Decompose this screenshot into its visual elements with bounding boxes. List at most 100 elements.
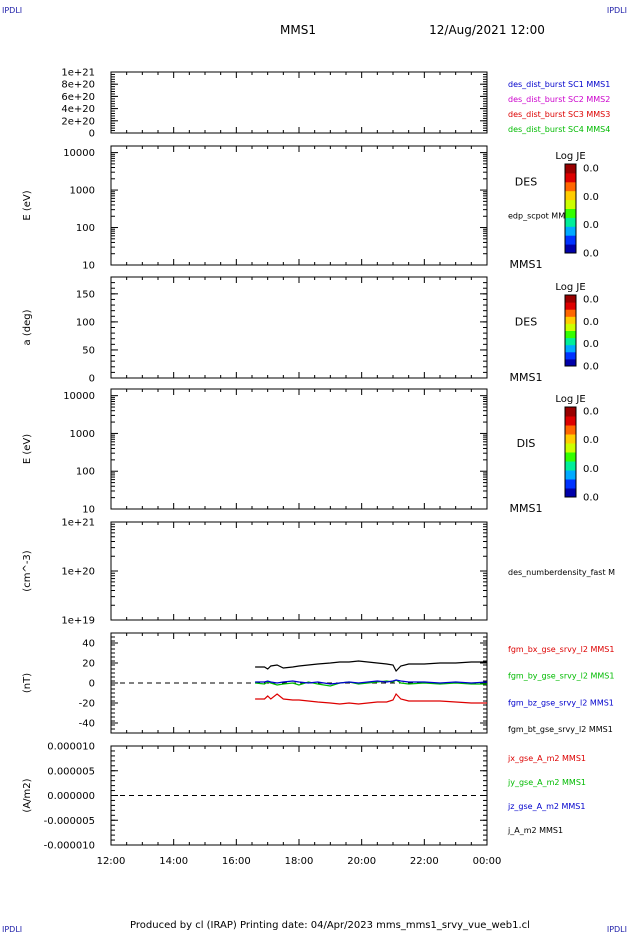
legend-entry: des_dist_burst SC3 MMS3 [508,110,610,119]
legend-entry: des_dist_burst SC1 MMS1 [508,80,610,89]
y-axis-label: (A/m2) [22,778,33,812]
side-label-trace: edp_scpot MMS1 [508,212,575,221]
colorbar: Log JE 0.0 0.0 0.0 0.0 [555,282,599,373]
y-tick-label: 20 [82,659,95,670]
colorbar-tick-label: 0.0 [583,464,599,475]
colorbar-frame [564,406,577,498]
y-tick-label: -20 [79,699,95,710]
colorbar-segment [565,208,576,218]
y-tick-label: -0.000005 [44,816,95,827]
time-tick-label: 00:00 [473,856,502,867]
colorbar-segment [565,199,576,209]
colorbar-segment [565,452,576,462]
series-line [255,679,488,685]
colorbar-segment [565,434,576,444]
y-tick-label: 10000 [63,148,95,159]
colorbar-segment [565,164,576,174]
time-tick-label: 18:00 [285,856,314,867]
y-tick-label: 100 [76,317,95,328]
y-tick-label: 1e+21 [61,68,95,79]
y-tick-label: 10 [82,261,95,272]
legend-entry: fgm_bt_gse_srvy_l2 MMS1 [508,725,613,734]
y-axis-label: a (deg) [22,309,33,345]
colorbar-segment [565,323,576,331]
panel-7: 0.000010 0.000005 0.000000 -0.000005 -0.0000… [22,742,586,852]
panel-frame [110,71,488,134]
panel-frame [110,521,488,621]
time-tick-label: 16:00 [222,856,251,867]
panel-2: 10000 1000 100 10 E (eV) DES edp_scpot MMS1 MMS… [22,145,599,272]
colorbar-tick-label: 0.0 [583,435,599,446]
colorbar-segment [565,425,576,435]
y-tick-label: 0.000010 [47,742,95,753]
y-tick-label: 1000 [70,429,95,440]
colorbar-tick-label: 0.0 [583,317,599,328]
side-label-instrument: DIS [517,437,536,450]
panel-6: 40 20 0 -20 -40 (nT) fgm_bx_gse_srvy_l2 MMS1 fg… [22,632,614,734]
colorbar-segment [565,344,576,353]
panel-5: 1e+21 1e+20 1e+19 (cm^-3) des_numberdensity_… [22,518,615,627]
colorbar-title: Log JE [555,282,585,293]
colorbar-tick-label: 0.0 [583,220,599,231]
corner-tag-bottom-left: IPDLI [2,925,22,934]
colorbar-title: Log JE [555,151,585,162]
colorbar-segment [565,302,576,310]
legend-entry: jz_gse_A_m2 MMS1 [507,802,585,811]
legend-entry: fgm_bz_gse_srvy_l2 MMS1 [508,698,614,707]
y-tick-label: 1e+20 [61,567,95,578]
header-spacecraft: MMS1 [280,23,316,37]
y-tick-label: 0 [89,679,95,690]
legend-entry: fgm_by_gse_srvy_l2 MMS1 [508,672,614,681]
y-tick-label: 4e+20 [61,104,95,115]
y-tick-label: 1000 [70,186,95,197]
y-tick-label: -40 [79,719,95,730]
y-tick-label: 50 [82,345,95,356]
colorbar-tick-label: 0.0 [583,164,599,175]
side-label-instrument: DES [515,316,537,329]
side-label-instrument: DES [515,176,537,189]
y-tick-label: 6e+20 [61,92,95,103]
colorbar-segment [565,316,576,324]
side-label-spacecraft: MMS1 [510,371,543,384]
colorbar-tick-label: 0.0 [583,295,599,306]
legend-entry: jx_gse_A_m2 MMS1 [507,754,586,763]
colorbar-segment [565,309,576,317]
y-tick-label: 40 [82,639,95,650]
panel-4: 10000 1000 100 10 E (eV) DIS MMS1 Log JE 0.0 0.0 0… [22,388,599,516]
colorbar-segment [565,295,576,303]
y-axis-label: (cm^-3) [22,550,33,591]
y-axis-label: (nT) [22,673,33,693]
series-line [255,692,487,705]
colorbar-segment [565,226,576,236]
y-tick-label: 100 [76,223,95,234]
colorbar-tick-label: 0.0 [583,407,599,418]
y-tick-label: 1e+19 [61,616,95,627]
y-tick-label: 10000 [63,391,95,402]
colorbar-segment [565,330,576,339]
colorbar-segment [565,488,576,498]
y-tick-label: 8e+20 [61,80,95,91]
legend-entry: jy_gse_A_m2 MMS1 [507,778,586,787]
colorbar-segment [565,479,576,489]
time-tick-label: 12:00 [97,856,126,867]
y-tick-label: 10 [82,505,95,516]
footer-text: Produced by cl (IRAP) Printing date: 04/… [130,920,530,931]
legend-entry: fgm_bx_gse_srvy_l2 MMS1 [508,645,614,654]
colorbar-tick-label: 0.0 [583,192,599,203]
y-tick-label: 1e+21 [61,518,95,529]
y-tick-label: 2e+20 [61,116,95,127]
side-label-spacecraft: MMS1 [510,258,543,271]
colorbar-segment [565,244,576,254]
y-tick-label: 0 [89,129,95,140]
time-axis: 12:00 14:00 16:00 18:00 20:00 22:00 00:00 [97,856,502,867]
colorbar-frame [564,294,577,367]
colorbar-tick-label: 0.0 [583,362,599,373]
corner-tag-top-right: IPDLI [607,6,627,15]
panel-3: 150 100 50 0 a (deg) DES MMS1 Log JE 0.0 0.0 0.0 0.… [22,276,599,385]
time-tick-label: 20:00 [347,856,376,867]
colorbar-segment [565,217,576,227]
panel-frame [110,276,488,379]
colorbar-segment [565,235,576,245]
corner-tags: IPDLI IPDLI IPDLI IPDLI [2,6,627,934]
colorbar-segment [565,351,576,360]
